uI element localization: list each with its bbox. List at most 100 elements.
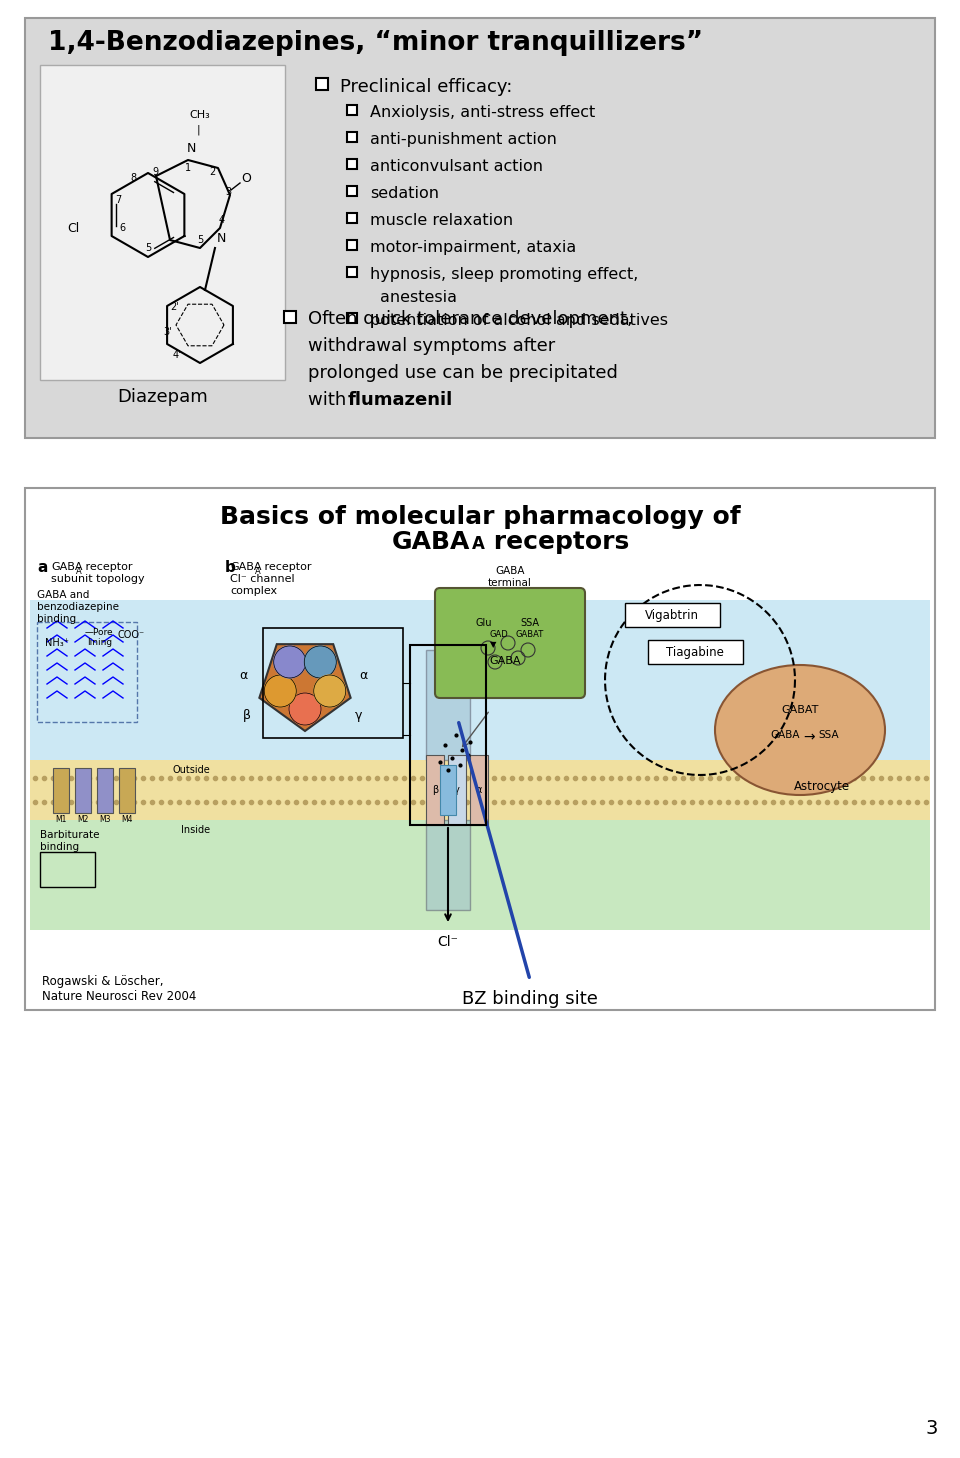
Text: anestesia: anestesia xyxy=(380,290,457,305)
Text: Basics of molecular pharmacology of: Basics of molecular pharmacology of xyxy=(220,504,740,529)
Bar xyxy=(347,313,357,324)
Text: →: → xyxy=(803,730,815,744)
Text: GAD: GAD xyxy=(490,630,509,639)
Text: GABA: GABA xyxy=(392,531,470,554)
Text: benzodiazepine: benzodiazepine xyxy=(37,602,119,612)
Text: M2: M2 xyxy=(78,815,88,824)
Text: GABAT: GABAT xyxy=(515,630,543,639)
Ellipse shape xyxy=(715,665,885,795)
Text: Cl⁻ channel: Cl⁻ channel xyxy=(230,574,295,585)
Text: subunit topology: subunit topology xyxy=(51,574,145,585)
Text: receptor: receptor xyxy=(82,561,132,572)
Text: GABA: GABA xyxy=(770,730,800,741)
Text: 3': 3' xyxy=(164,327,172,337)
Text: GABA
terminal: GABA terminal xyxy=(488,566,532,588)
Text: M3: M3 xyxy=(99,815,110,824)
Bar xyxy=(119,768,135,814)
Text: binding: binding xyxy=(40,843,79,851)
Text: 9: 9 xyxy=(152,168,158,176)
Text: lining: lining xyxy=(87,639,112,647)
Bar xyxy=(347,241,357,249)
Text: Cl: Cl xyxy=(67,222,80,235)
Text: M4: M4 xyxy=(121,815,132,824)
Text: 3: 3 xyxy=(225,187,231,197)
Circle shape xyxy=(314,675,346,707)
Circle shape xyxy=(264,675,297,707)
Text: GABA and: GABA and xyxy=(37,590,89,601)
Text: potentiation of alcohol and sedatives: potentiation of alcohol and sedatives xyxy=(370,313,668,328)
Text: Preclinical efficacy:: Preclinical efficacy: xyxy=(340,77,513,96)
Text: Rogawski & Löscher,
Nature Neurosci Rev 2004: Rogawski & Löscher, Nature Neurosci Rev … xyxy=(42,975,197,1003)
Bar xyxy=(625,604,720,627)
Text: COO⁻: COO⁻ xyxy=(117,630,144,640)
Text: Barbiturate: Barbiturate xyxy=(40,830,100,840)
Text: binding: binding xyxy=(37,614,76,624)
Bar xyxy=(53,768,69,814)
Bar xyxy=(347,159,357,169)
Text: Cl⁻: Cl⁻ xyxy=(438,935,459,949)
Bar xyxy=(347,105,357,115)
Bar xyxy=(347,267,357,277)
Bar xyxy=(648,640,743,663)
Text: hypnosis, sleep promoting effect,: hypnosis, sleep promoting effect, xyxy=(370,267,638,281)
Text: b: b xyxy=(225,560,236,574)
Bar xyxy=(347,213,357,223)
Bar xyxy=(40,66,285,381)
Text: β: β xyxy=(432,784,438,795)
Bar xyxy=(410,644,486,825)
Text: GABA: GABA xyxy=(490,656,520,666)
Text: Astrocyte: Astrocyte xyxy=(794,780,850,793)
Text: Outside: Outside xyxy=(172,765,210,776)
Text: SSA: SSA xyxy=(520,618,539,628)
Text: Anxiolysis, anti-stress effect: Anxiolysis, anti-stress effect xyxy=(370,105,595,120)
Text: flumazenil: flumazenil xyxy=(348,391,453,410)
Bar xyxy=(30,601,930,760)
Text: α: α xyxy=(239,669,247,681)
Bar xyxy=(347,133,357,141)
Text: Glu: Glu xyxy=(475,618,492,628)
Text: 5: 5 xyxy=(197,235,204,245)
Text: ▼: ▼ xyxy=(490,640,496,649)
Bar xyxy=(30,819,930,930)
Text: NH₃⁺: NH₃⁺ xyxy=(45,639,69,647)
Text: 1,4-Benzodiazepines, “minor tranquillizers”: 1,4-Benzodiazepines, “minor tranquillize… xyxy=(48,31,703,55)
Bar xyxy=(316,77,328,90)
Text: prolonged use can be precipitated: prolonged use can be precipitated xyxy=(308,364,618,382)
Bar xyxy=(448,755,466,825)
Text: β: β xyxy=(243,709,251,722)
Text: anti-punishment action: anti-punishment action xyxy=(370,133,557,147)
Text: N: N xyxy=(186,141,196,155)
Bar xyxy=(440,765,456,815)
Text: complex: complex xyxy=(230,586,277,596)
Text: sedation: sedation xyxy=(370,187,439,201)
Bar xyxy=(37,623,137,722)
Bar xyxy=(30,760,930,819)
Polygon shape xyxy=(259,644,350,730)
Bar xyxy=(40,851,95,886)
Text: 6: 6 xyxy=(119,223,125,233)
FancyBboxPatch shape xyxy=(435,588,585,698)
Text: withdrawal symptoms after: withdrawal symptoms after xyxy=(308,337,555,354)
Text: 3: 3 xyxy=(925,1419,938,1438)
Bar xyxy=(284,311,296,324)
Circle shape xyxy=(304,646,336,678)
Text: GABA: GABA xyxy=(230,561,261,572)
Text: M1: M1 xyxy=(56,815,66,824)
Text: anticonvulsant action: anticonvulsant action xyxy=(370,159,543,174)
Text: BZ binding site: BZ binding site xyxy=(462,990,598,1007)
Text: Tiagabine: Tiagabine xyxy=(666,646,724,659)
Bar xyxy=(75,768,91,814)
Bar xyxy=(426,650,470,760)
Text: 7: 7 xyxy=(115,195,121,206)
Text: SSA: SSA xyxy=(818,730,839,741)
Text: GABAT: GABAT xyxy=(781,706,819,714)
Text: γ: γ xyxy=(355,709,363,722)
Text: Diazepam: Diazepam xyxy=(118,388,208,405)
Text: 4': 4' xyxy=(173,350,181,360)
Text: A: A xyxy=(255,567,261,576)
Bar xyxy=(426,755,444,825)
Text: 5: 5 xyxy=(145,243,151,254)
Text: Often quick tolerance development,: Often quick tolerance development, xyxy=(308,311,633,328)
Text: —Pore: —Pore xyxy=(85,628,113,637)
Text: muscle relaxation: muscle relaxation xyxy=(370,213,514,227)
